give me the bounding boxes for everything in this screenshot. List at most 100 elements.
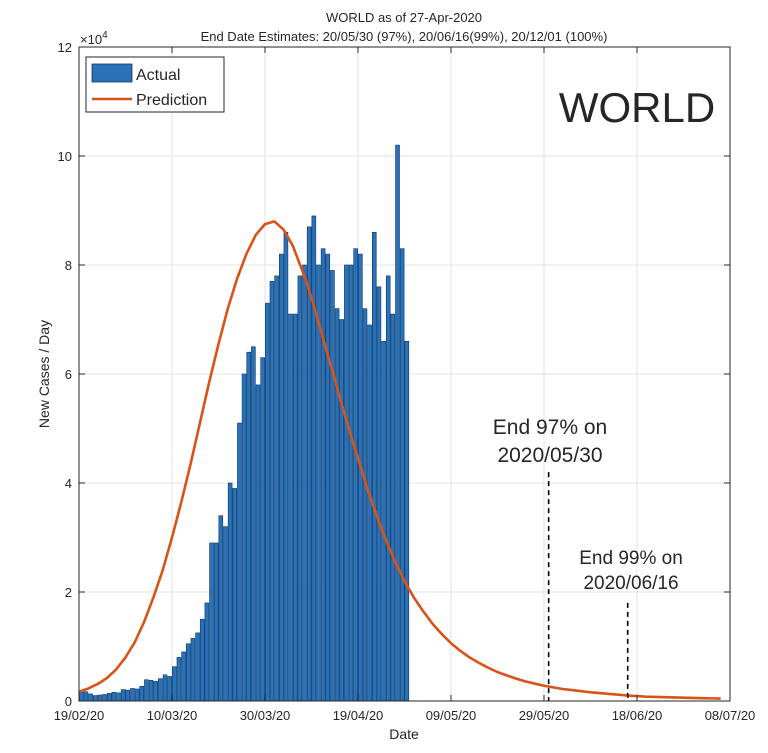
x-tick-label: 10/03/20 bbox=[147, 708, 198, 723]
actual-bar bbox=[232, 488, 238, 702]
actual-bar bbox=[148, 679, 154, 702]
actual-bar bbox=[162, 674, 168, 702]
actual-bar bbox=[209, 542, 214, 702]
actual-bar bbox=[390, 313, 396, 702]
y-tick-label: 6 bbox=[65, 367, 72, 382]
annotation-97-line2: 2020/05/30 bbox=[497, 444, 602, 467]
actual-bar bbox=[139, 685, 145, 702]
actual-bar bbox=[130, 688, 135, 702]
x-tick-label: 29/05/20 bbox=[519, 708, 570, 723]
actual-bar bbox=[371, 232, 377, 702]
x-tick-label: 08/07/20 bbox=[705, 708, 756, 723]
actual-bar bbox=[288, 313, 293, 702]
actual-bar bbox=[102, 694, 107, 702]
actual-bar bbox=[348, 264, 354, 702]
actual-bar bbox=[83, 691, 89, 702]
actual-bar bbox=[367, 324, 372, 702]
annotation-97-line1: End 97% on bbox=[493, 416, 607, 439]
actual-bar bbox=[260, 357, 265, 702]
y-axis-exponent: ×104 bbox=[80, 30, 108, 47]
y-axis-exponent-base: ×10 bbox=[80, 32, 102, 47]
legend: Actual Prediction bbox=[85, 56, 225, 113]
actual-bar bbox=[274, 275, 279, 702]
y-axis-exponent-power: 4 bbox=[102, 30, 108, 41]
actual-bar bbox=[334, 308, 340, 702]
x-tick-label: 18/06/20 bbox=[612, 708, 663, 723]
annotation-99-line2: 2020/06/16 bbox=[583, 573, 678, 594]
actual-bar bbox=[204, 602, 210, 702]
actual-bar bbox=[362, 308, 368, 702]
actual-bar bbox=[176, 657, 182, 702]
actual-bar bbox=[381, 340, 386, 702]
actual-bar bbox=[353, 248, 358, 702]
chart-title-line2: End Date Estimates: 20/05/30 (97%), 20/0… bbox=[201, 29, 608, 44]
annotation-99-line1: End 99% on bbox=[579, 548, 683, 569]
legend-label-actual: Actual bbox=[136, 67, 180, 84]
y-tick-label: 4 bbox=[65, 476, 72, 491]
actual-bar bbox=[79, 691, 84, 702]
actual-bar bbox=[190, 638, 196, 702]
actual-bar bbox=[158, 678, 163, 702]
actual-bar bbox=[376, 286, 382, 702]
actual-bar bbox=[153, 681, 159, 702]
actual-bar bbox=[134, 688, 140, 702]
legend-label-prediction: Prediction bbox=[136, 92, 207, 109]
actual-bar bbox=[92, 695, 98, 702]
actual-bar bbox=[237, 422, 242, 702]
x-tick-label: 09/05/20 bbox=[426, 708, 477, 723]
x-tick-label: 30/03/20 bbox=[240, 708, 291, 723]
chart-title-line1: WORLD as of 27-Apr-2020 bbox=[326, 10, 482, 25]
actual-bar bbox=[320, 248, 326, 702]
actual-bar bbox=[255, 384, 261, 702]
y-tick-label: 8 bbox=[65, 258, 72, 273]
actual-bar bbox=[302, 264, 307, 702]
actual-bar bbox=[265, 302, 270, 702]
actual-bar bbox=[283, 232, 289, 702]
actual-bar bbox=[339, 319, 345, 702]
grid-lines bbox=[78, 46, 731, 702]
actual-bar bbox=[297, 275, 303, 702]
y-tick-label: 10 bbox=[58, 149, 72, 164]
legend-swatch-actual bbox=[91, 63, 133, 83]
x-tick-label: 19/02/20 bbox=[54, 708, 105, 723]
y-tick-label: 0 bbox=[65, 694, 72, 709]
actual-bar bbox=[269, 281, 275, 702]
actual-bar bbox=[181, 651, 186, 702]
actual-bar bbox=[167, 676, 172, 702]
actual-bar bbox=[292, 313, 298, 702]
prediction-line bbox=[78, 220, 721, 700]
x-axis-label: Date bbox=[389, 726, 419, 742]
actual-bar bbox=[97, 694, 103, 702]
actual-bar bbox=[311, 215, 317, 702]
y-axis-ticks: 0 2 4 6 8 10 12 bbox=[58, 40, 730, 709]
actual-bar bbox=[344, 264, 349, 702]
actual-bar bbox=[111, 691, 117, 702]
actual-bar bbox=[358, 253, 363, 702]
actual-bar bbox=[251, 346, 256, 702]
x-tick-label: 19/04/20 bbox=[333, 708, 384, 723]
x-axis-ticks: 19/02/20 10/03/20 30/03/20 19/04/20 09/05/20… bbox=[54, 47, 756, 723]
actual-bar bbox=[385, 275, 391, 702]
actual-bar bbox=[246, 351, 252, 702]
actual-bar bbox=[330, 270, 335, 702]
actual-bars bbox=[79, 144, 410, 702]
actual-bar bbox=[116, 692, 121, 702]
actual-bar bbox=[120, 689, 126, 702]
y-tick-label: 12 bbox=[58, 40, 72, 55]
actual-bar bbox=[223, 526, 228, 702]
actual-bar bbox=[185, 643, 191, 702]
actual-bar bbox=[399, 248, 405, 702]
y-tick-label: 2 bbox=[65, 585, 72, 600]
actual-bar bbox=[172, 666, 177, 702]
prediction-series bbox=[78, 220, 721, 700]
y-axis-label: New Cases / Day bbox=[36, 320, 52, 428]
actual-bar bbox=[88, 693, 93, 702]
actual-bar bbox=[195, 632, 200, 702]
actual-bar bbox=[213, 542, 219, 702]
end-date-markers bbox=[547, 472, 629, 701]
actual-bar bbox=[144, 679, 149, 702]
actual-bar bbox=[218, 515, 224, 702]
actual-bar bbox=[227, 482, 233, 702]
actual-bar bbox=[199, 618, 205, 702]
